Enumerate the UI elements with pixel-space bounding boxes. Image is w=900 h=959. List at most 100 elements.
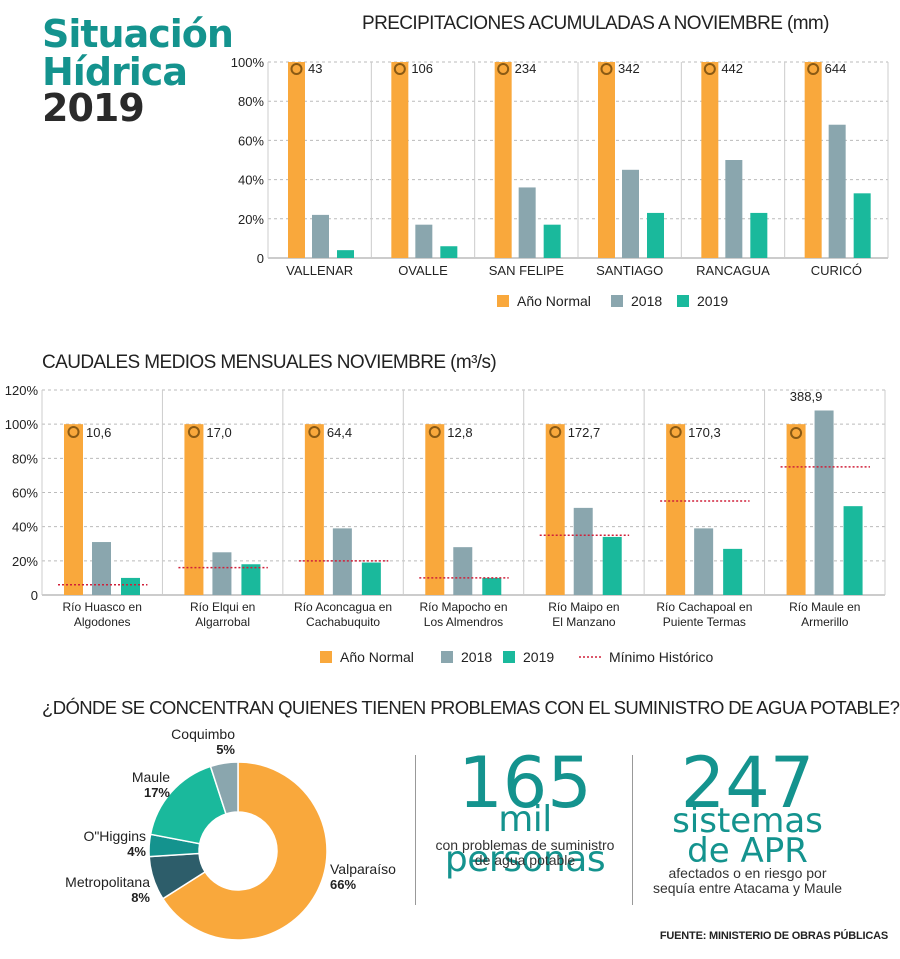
caudal-xtick-line2: Los Almendros <box>424 615 503 629</box>
precip-bar-normal <box>288 62 305 258</box>
donut-label-pct: 4% <box>127 844 146 859</box>
pie-chart-title: ¿DÓNDE SE CONCENTRAN QUIENES TIENEN PROB… <box>42 697 900 718</box>
precip-legend-normal-label: Año Normal <box>517 293 591 309</box>
caudal-legend-2019-label: 2019 <box>523 649 554 665</box>
caudal-legend-2018-swatch <box>441 651 453 663</box>
caudal-xtick-line2: Algarrobal <box>195 615 250 629</box>
precip-legend-2019-swatch <box>677 295 689 307</box>
caudal-xtick-line1: Río Elqui en <box>190 600 255 614</box>
donut-label-name: Maule <box>132 769 170 785</box>
precip-ytick: 0 <box>257 251 264 266</box>
caudal-xtick-line1: Río Aconcagua en <box>294 600 392 614</box>
precip-bar-2019 <box>337 250 354 258</box>
caudal-ytick: 120% <box>5 383 39 398</box>
precip-bar-2018 <box>828 124 846 258</box>
precip-normal-marker <box>497 63 510 75</box>
caudal-xtick-line1: Río Huasco en <box>63 600 142 614</box>
stat-desc-apr-1: afectados o en riesgo por <box>668 865 827 881</box>
precip-bar-2019 <box>647 212 664 258</box>
caudal-xtick-line1: Río Maule en <box>789 600 860 614</box>
caudal-normal-label: 172,7 <box>568 425 601 440</box>
precip-legend-2018-label: 2018 <box>631 293 662 309</box>
stat-desc-personas-2: de agua potable <box>474 852 576 868</box>
donut-slice-0 <box>161 761 328 941</box>
precip-normal-marker <box>807 63 820 75</box>
caudal-legend-normal-label: Año Normal <box>340 649 414 665</box>
precip-normal-marker <box>393 63 406 75</box>
precip-normal-label: 442 <box>721 61 743 76</box>
caudal-xtick-line1: Río Maipo en <box>548 600 619 614</box>
precip-legend-2018-swatch <box>611 295 623 307</box>
caudal-bar-2019 <box>241 564 261 595</box>
caudal-bar-2018 <box>92 542 111 595</box>
page-year: 2019 <box>42 86 145 130</box>
stat-label-apr-1: sistemas <box>672 801 823 841</box>
precip-normal-label: 234 <box>515 61 537 76</box>
donut-label-name: Metropolitana <box>65 874 150 890</box>
precip-bar-normal <box>391 62 409 258</box>
precip-xtick: OVALLE <box>398 263 448 278</box>
precip-ytick: 80% <box>238 94 264 109</box>
caudal-normal-label: 170,3 <box>688 425 721 440</box>
caudal-legend-normal-swatch <box>320 651 332 663</box>
caudal-normal-marker <box>669 426 682 438</box>
divider-2 <box>632 755 633 905</box>
donut-label-pct: 5% <box>216 742 235 757</box>
precip-bar-2018 <box>518 187 536 258</box>
caudal-normal-marker <box>428 426 441 438</box>
precip-bar-2019 <box>440 246 458 258</box>
caudal-bar-normal <box>786 424 806 595</box>
caudal-bar-normal <box>545 424 565 595</box>
precip-ytick: 20% <box>238 212 264 227</box>
precip-bar-2018 <box>622 169 639 258</box>
caudal-bar-normal <box>64 424 83 595</box>
caudal-bar-normal <box>425 424 445 595</box>
precip-bar-normal <box>804 62 822 258</box>
precip-bar-normal <box>598 62 615 258</box>
caudal-legend-2018-label: 2018 <box>461 649 492 665</box>
caudal-bar-2019 <box>482 577 502 595</box>
donut-slice-4 <box>209 761 239 815</box>
donut-label-pct: 8% <box>131 890 150 905</box>
caudal-bar-normal <box>666 424 686 595</box>
precip-xtick: CURICÓ <box>811 263 862 278</box>
stat-desc-apr-2: sequía entre Atacama y Maule <box>652 880 843 896</box>
caudal-bar-2019 <box>121 577 140 595</box>
source-note: FUENTE: MINISTERIO DE OBRAS PÚBLICAS <box>659 930 888 942</box>
caudal-xtick-line2: Puiente Termas <box>663 615 746 629</box>
precip-bar-2018 <box>415 224 433 258</box>
stat-label-personas: mil personas <box>444 799 606 880</box>
precip-normal-label: 644 <box>825 61 847 76</box>
precip-normal-marker <box>600 63 613 75</box>
precip-bar-2018 <box>312 214 329 258</box>
caudal-bar-2019 <box>843 506 863 595</box>
caudal-bar-2019 <box>361 562 381 595</box>
caudal-normal-label: 17,0 <box>206 425 231 440</box>
caudal-ytick: 0 <box>31 588 38 603</box>
page-title-line2: Hídrica <box>42 50 188 94</box>
caudal-ytick: 80% <box>12 451 38 466</box>
caudal-xtick-line2: Cachabuquito <box>306 615 380 629</box>
precip-legend-normal-swatch <box>497 295 509 307</box>
donut-label-name: Valparaíso <box>330 861 396 877</box>
caudal-normal-marker <box>790 427 803 439</box>
caudal-bar-2019 <box>602 536 622 595</box>
caudal-bar-2018 <box>814 410 834 595</box>
precip-bar-2019 <box>750 212 768 258</box>
caudal-ytick: 40% <box>12 520 38 535</box>
caudal-ytick: 20% <box>12 554 38 569</box>
stat-number-apr: 247 <box>680 742 815 824</box>
caudal-bar-normal <box>304 424 324 595</box>
caudal-ytick: 60% <box>12 486 38 501</box>
caudal-normal-label: 64,4 <box>327 425 352 440</box>
caudal-normal-label: 12,8 <box>447 425 472 440</box>
precip-xtick: VALLENAR <box>286 263 353 278</box>
caudal-ytick: 100% <box>5 417 39 432</box>
caudal-legend-2019-swatch <box>503 651 515 663</box>
precip-normal-label: 106 <box>411 61 433 76</box>
precip-bar-2018 <box>725 160 743 258</box>
precip-bar-normal <box>701 62 719 258</box>
precip-normal-label: 43 <box>308 61 322 76</box>
precip-bar-2019 <box>853 193 871 258</box>
caudal-normal-marker <box>308 426 321 438</box>
